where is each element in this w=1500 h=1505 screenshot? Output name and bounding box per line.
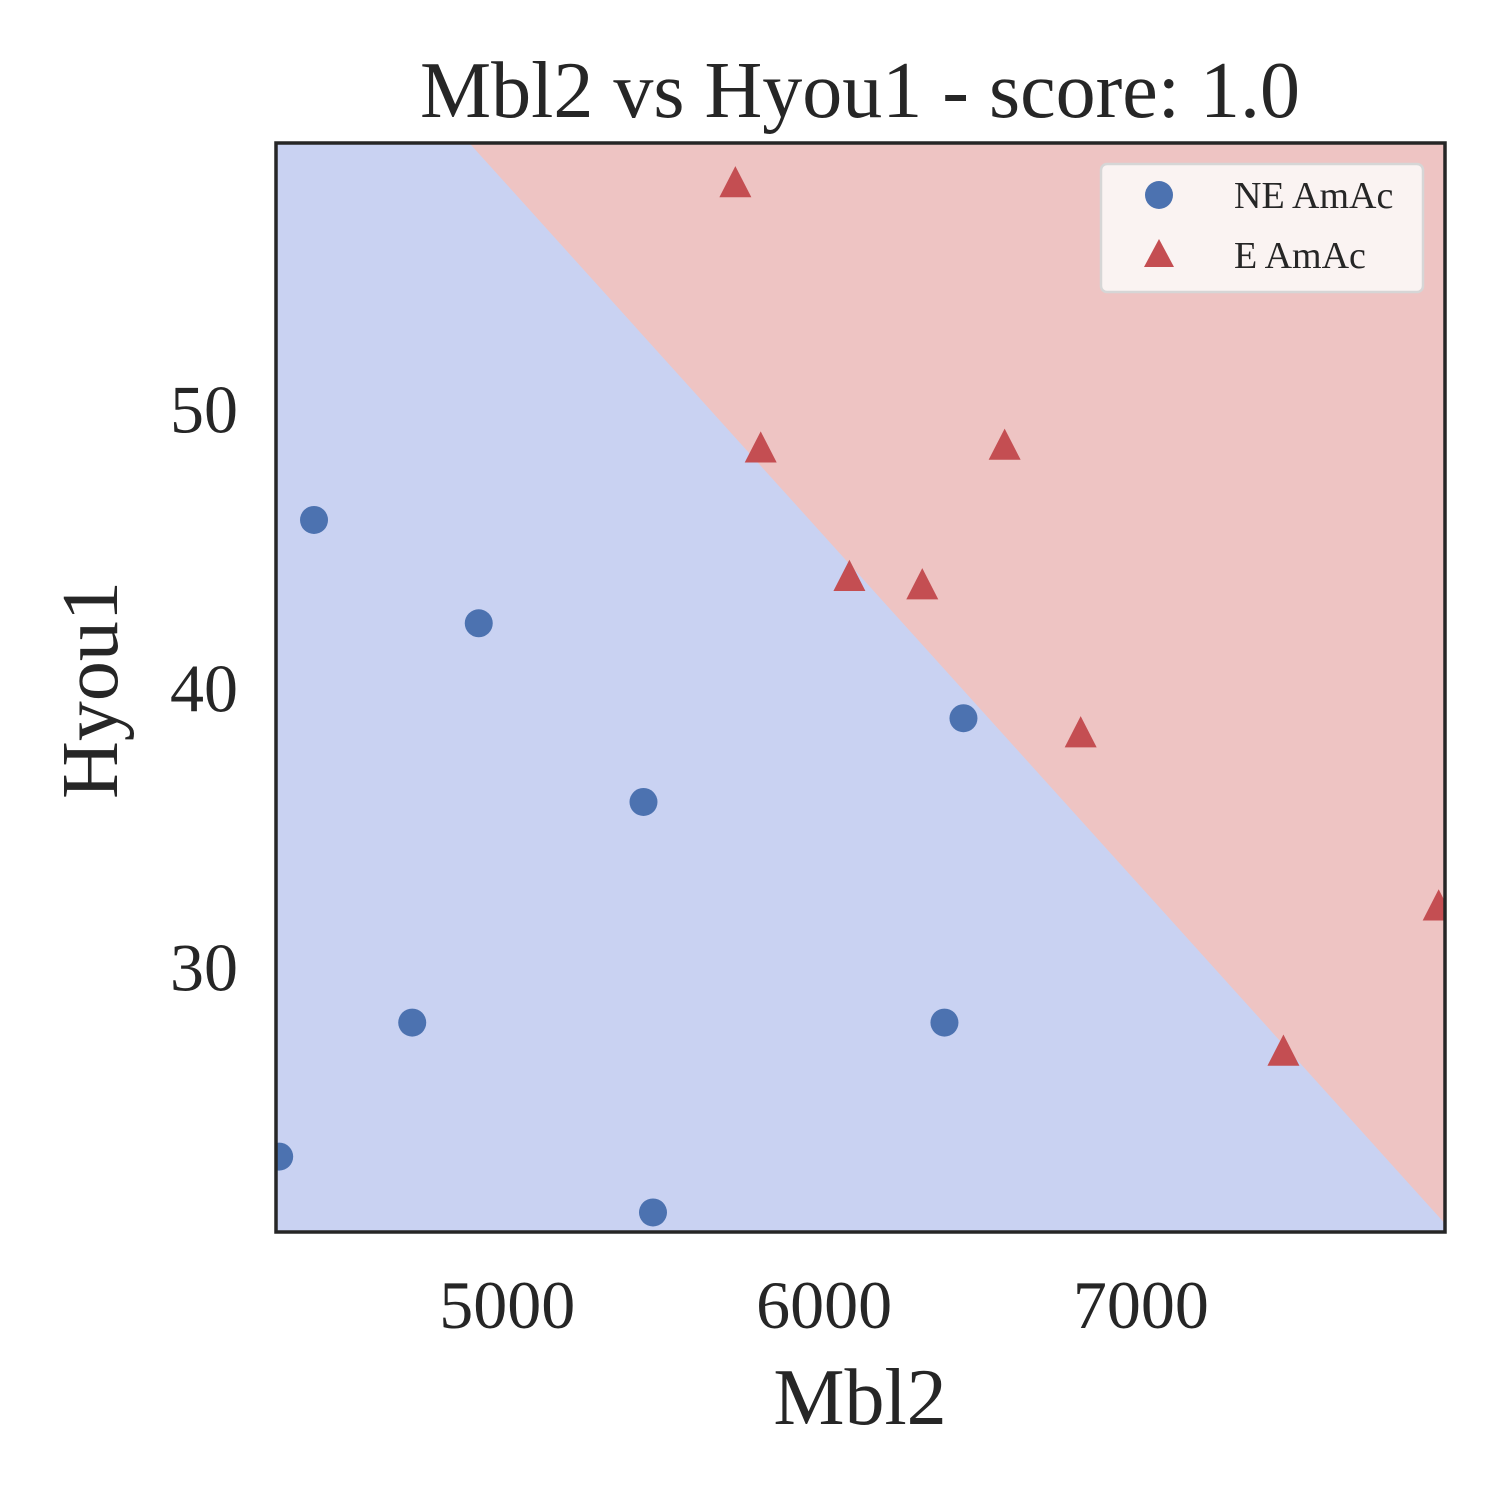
- x-tick-label-6000: 6000: [756, 1267, 892, 1343]
- x-axis-label: Mbl2: [773, 1354, 946, 1442]
- x-tick-label-7000: 7000: [1073, 1267, 1209, 1343]
- chart-title: Mbl2 vs Hyou1 - score: 1.0: [420, 47, 1300, 135]
- data-point-e-amac-1: [744, 431, 777, 463]
- data-point-e-amac-2: [988, 428, 1021, 460]
- legend-box: [1099, 162, 1425, 294]
- data-points: [276, 166, 1445, 1227]
- data-point-e-amac-5: [1064, 716, 1097, 748]
- data-point-e-amac-4: [906, 568, 939, 600]
- legend-label-ne-amac: NE AmAc: [1234, 175, 1393, 217]
- data-point-e-amac-3: [833, 559, 866, 592]
- data-point-ne-amac-4: [276, 1142, 294, 1171]
- data-point-ne-amac-6: [930, 1008, 959, 1037]
- data-point-e-amac-0: [719, 166, 752, 198]
- data-point-ne-amac-2: [629, 787, 658, 816]
- data-point-ne-amac-1: [464, 609, 493, 638]
- y-tick-label-50: 50: [170, 371, 238, 447]
- data-point-e-amac-6: [1267, 1034, 1300, 1066]
- plot-area: [276, 143, 1445, 1232]
- data-point-ne-amac-0: [300, 505, 329, 534]
- plot-frame: [274, 141, 1447, 1234]
- y-axis-label: Hyou1: [47, 581, 135, 799]
- x-axis-ticks: 5000 6000 7000: [439, 1267, 1209, 1343]
- data-point-ne-amac-3: [398, 1008, 427, 1037]
- y-tick-label-40: 40: [170, 651, 238, 727]
- legend-marker-e-amac: [1144, 239, 1174, 267]
- decision-region-e-amac: [469, 143, 1445, 1224]
- y-tick-label-30: 30: [170, 930, 238, 1006]
- legend-marker-ne-amac: [1145, 181, 1173, 209]
- legend: NE AmAc E AmAc: [1099, 162, 1425, 294]
- y-axis-ticks: 30 40 50: [170, 371, 238, 1005]
- data-point-ne-amac-7: [949, 704, 978, 733]
- x-tick-label-5000: 5000: [439, 1267, 575, 1343]
- data-point-ne-amac-5: [638, 1198, 667, 1227]
- data-point-e-amac-7: [1422, 889, 1445, 921]
- legend-label-e-amac: E AmAc: [1234, 235, 1366, 277]
